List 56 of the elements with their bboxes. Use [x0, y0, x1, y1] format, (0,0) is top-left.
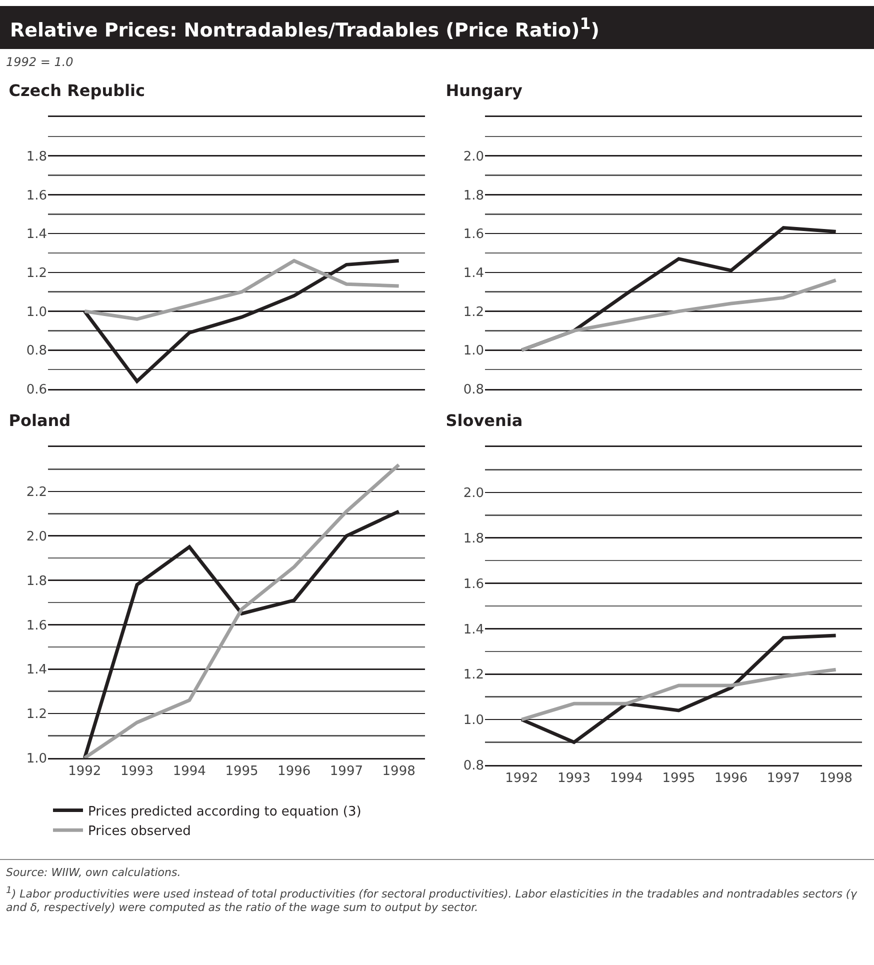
text: 1992 = 1.0 [5, 54, 74, 72]
x-tick-label: 1998 [382, 764, 416, 780]
y-tick-label: 1.8 [463, 532, 484, 547]
line-series [82, 463, 401, 758]
y-tick-label: 2.2 [26, 485, 47, 500]
y-tick-label: 1.0 [26, 752, 47, 767]
x-tick-label: 1994 [610, 771, 643, 786]
x-tick-label: 1993 [557, 771, 591, 786]
y-tick-label: 1.6 [26, 188, 47, 204]
y-tick-label: 2.0 [463, 486, 484, 502]
y-tick-label: 1.6 [463, 577, 484, 592]
legend-label: Prices predicted according to equation (3) [88, 804, 362, 820]
y-tick-label: 1.6 [463, 227, 484, 242]
y-tick-label: 1.4 [26, 663, 47, 678]
y-tick-label: 1.4 [26, 227, 47, 242]
y-tick-label: 1.2 [463, 668, 484, 684]
line-series [82, 259, 401, 322]
y-tick-label: 1.4 [463, 622, 484, 638]
chart-title: Czech Republic [8, 82, 146, 101]
y-tick-label: 2.0 [463, 150, 484, 165]
y-tick-label: 1.0 [26, 305, 47, 320]
y-tick-label: 1.0 [463, 713, 484, 728]
y-tick-label: 1.4 [463, 266, 484, 282]
x-tick-label: 1996 [714, 771, 748, 786]
x-tick-label: 1992 [68, 764, 102, 780]
x-tick-label: 1997 [766, 771, 800, 786]
source-note: Source: WIIW, own calculations. [6, 866, 182, 880]
line-series [520, 668, 838, 722]
y-tick-label: 1.0 [463, 344, 484, 360]
y-tick-label: 0.6 [26, 382, 47, 398]
y-tick-label: 0.8 [463, 382, 484, 398]
x-tick-label: 1993 [120, 764, 154, 780]
y-tick-label: 0.8 [26, 344, 47, 360]
x-tick-label: 1992 [505, 771, 538, 786]
x-tick-label: 1996 [278, 764, 311, 780]
chart-title: Slovenia [446, 412, 523, 431]
y-tick-label: 1.8 [463, 188, 484, 204]
x-tick-label: 1995 [225, 764, 258, 780]
x-tick-label: 1994 [172, 764, 206, 780]
y-tick-label: 1.6 [26, 618, 47, 634]
line-series [520, 278, 838, 352]
text: Relative Prices: Nontradables/Tradables (Price Ratio)$^{1}$) [0, 6, 874, 50]
x-tick-label: 1997 [330, 764, 364, 780]
legend-label: Prices observed [88, 824, 191, 840]
y-tick-label: 1.8 [26, 150, 47, 165]
chart-title: Hungary [446, 82, 524, 101]
y-tick-label: 0.8 [463, 758, 484, 774]
text: $^{1}$) Labor productivities were used instead of total productivities (for sectoral productivities). Labor elasticities in the tradables and nontradables sectors (γ and δ, respectively) were computed as the ratio of the wage sum to output by sector. [6, 885, 858, 914]
x-tick-label: 1998 [819, 771, 852, 786]
y-tick-label: 1.2 [26, 266, 47, 282]
x-tick-label: 1995 [662, 771, 696, 786]
y-tick-label: 1.2 [26, 707, 47, 722]
y-tick-label: 1.8 [26, 574, 47, 590]
y-tick-label: 1.2 [463, 305, 484, 320]
chart-title: Poland [8, 412, 71, 431]
y-tick-label: 2.0 [26, 530, 47, 545]
